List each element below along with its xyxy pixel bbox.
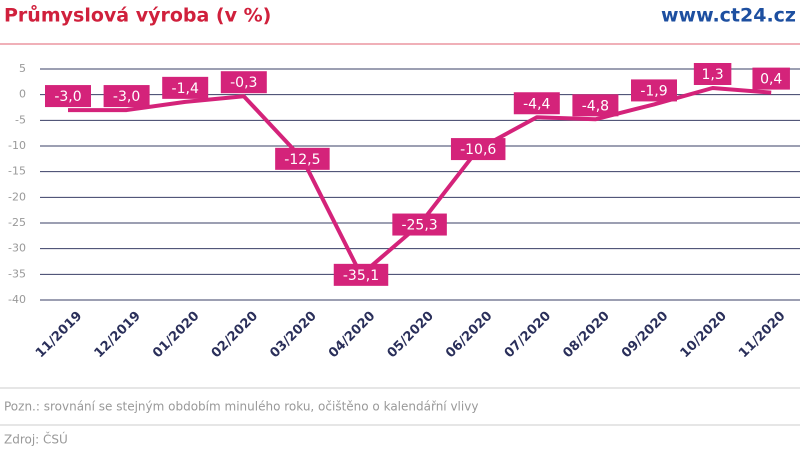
x-tick-label: 10/2020 [678,309,730,361]
y-tick-label: -40 [8,293,26,306]
x-tick-label: 09/2020 [619,309,671,361]
value-label: -4,8 [582,98,609,114]
value-label-box [275,147,330,170]
value-label-box [45,85,91,108]
source: Zdroj: ČSÚ [4,432,68,447]
site-name: www.ct24.cz [661,5,796,27]
y-tick-label: 0 [19,88,26,101]
x-tick-label: 05/2020 [385,309,437,361]
line [68,85,772,277]
x-tick-label: 08/2020 [560,309,612,361]
value-label: -12,5 [284,152,320,168]
y-tick-label: 5 [19,62,26,75]
value-label: -10,6 [460,142,496,158]
value-label-box [572,94,619,117]
y-tick-label: -10 [8,139,26,152]
value-label: -25,3 [401,218,437,234]
value-label: 1,3 [701,67,723,83]
value-label: -3,0 [113,89,140,105]
value-label-box [513,92,560,115]
y-tick-label: -35 [8,267,26,280]
y-tick-label: -25 [8,216,26,229]
value-label-box [693,62,732,85]
value-label-box [162,76,209,99]
value-label: -3,0 [54,89,81,105]
x-tick-label: 06/2020 [443,309,495,361]
value-label-box [333,263,389,286]
value-label-box [752,67,790,90]
x-tick-label: 07/2020 [502,309,554,361]
y-tick-label: -20 [8,190,26,203]
y-tick-label: -5 [15,113,26,126]
value-label: -4,4 [523,96,550,112]
value-label: -1,9 [640,83,667,99]
y-tick-label: -30 [8,242,26,255]
x-tick-label: 03/2020 [267,309,319,361]
x-tick-label: 04/2020 [326,309,378,361]
value-label-box [392,213,447,236]
note: Pozn.: srovnání se stejným obdobím minul… [4,400,478,414]
x-tick-label: 01/2020 [150,309,202,361]
y-tick-label: -15 [8,165,26,178]
value-label: -35,1 [343,268,379,284]
value-label-box [450,138,506,161]
value-label-box [103,85,150,108]
value-label-box [631,79,677,102]
x-tick-label: 11/2019 [33,309,85,361]
chart-title: Průmyslová výroba (v %) [4,4,271,27]
x-tick-label: 12/2019 [92,309,144,361]
value-label: -1,4 [172,81,199,97]
x-tick-label: 11/2020 [736,309,788,361]
value-label: 0,4 [760,72,782,88]
x-tick-label: 02/2020 [209,309,261,361]
value-label-box [220,71,267,94]
value-label: -0,3 [230,75,257,91]
